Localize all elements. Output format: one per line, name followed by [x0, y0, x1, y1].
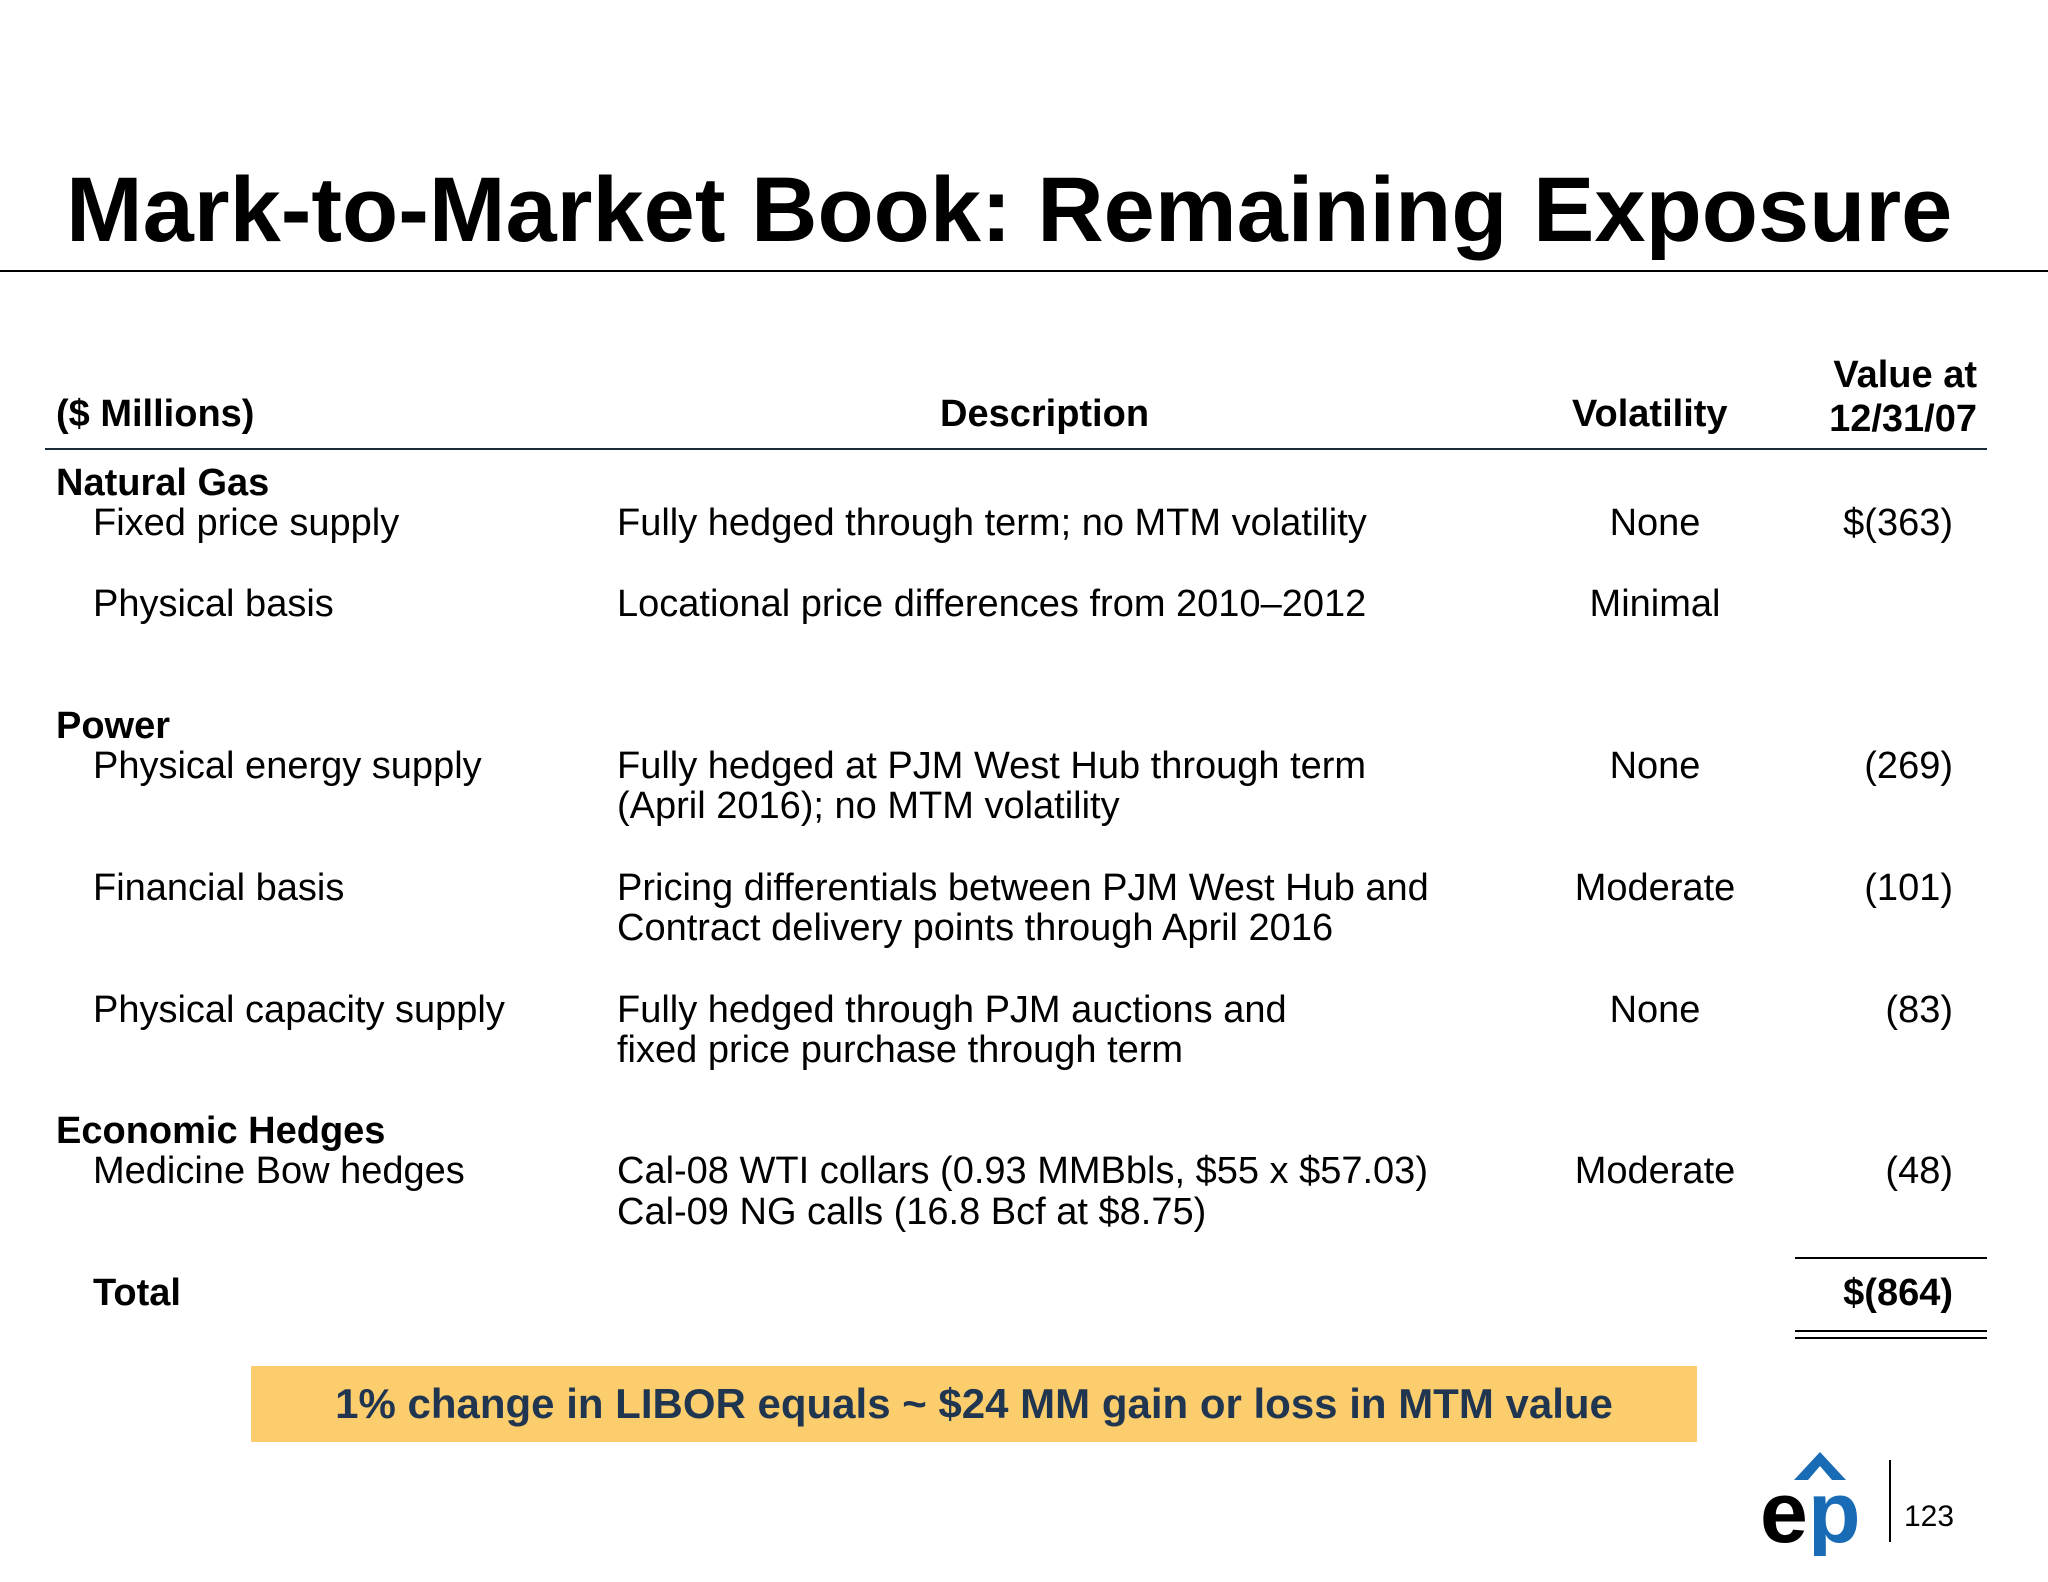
section-power: Power — [56, 705, 171, 747]
header-value-line1: Value at — [1833, 354, 1977, 396]
row-description: Pricing differentials between PJM West H… — [617, 867, 1429, 909]
row-item: Fixed price supply — [93, 502, 400, 544]
row-description-line2: fixed price purchase through term — [617, 1029, 1184, 1071]
row-description: Cal-08 WTI collars (0.93 MMBbls, $55 x $… — [617, 1150, 1428, 1192]
libor-callout: 1% change in LIBOR equals ~ $24 MM gain … — [251, 1366, 1697, 1442]
header-description: Description — [940, 393, 1150, 435]
ep-logo-icon: e p — [1760, 1452, 1861, 1561]
company-logo: e p — [1760, 1444, 1880, 1561]
header-value: Value at 12/31/07 — [1829, 353, 1977, 441]
total-value: $(864) — [1843, 1272, 1953, 1314]
logo-divider — [1889, 1460, 1891, 1542]
row-volatility: Moderate — [1574, 867, 1736, 909]
page-title: Mark-to-Market Book: Remaining Exposure — [66, 159, 1953, 261]
row-description: Fully hedged at PJM West Hub through ter… — [617, 745, 1367, 787]
row-description: Fully hedged through term; no MTM volati… — [617, 502, 1367, 544]
svg-text:p: p — [1808, 1465, 1861, 1556]
row-item: Physical basis — [93, 583, 334, 625]
row-value: (269) — [1864, 745, 1953, 787]
header-rule — [45, 448, 1987, 450]
row-item: Physical capacity supply — [93, 989, 505, 1031]
row-volatility: None — [1609, 745, 1701, 787]
row-volatility: Minimal — [1589, 583, 1721, 625]
total-top-rule — [1795, 1257, 1987, 1259]
row-volatility: None — [1609, 502, 1701, 544]
total-label: Total — [93, 1272, 181, 1314]
row-item: Financial basis — [93, 867, 345, 909]
title-rule — [0, 270, 2048, 272]
row-volatility: Moderate — [1574, 1150, 1736, 1192]
header-volatility: Volatility — [1572, 393, 1728, 435]
row-item: Medicine Bow hedges — [93, 1150, 465, 1192]
row-value: (101) — [1864, 867, 1953, 909]
header-value-line2: 12/31/07 — [1829, 398, 1977, 440]
row-description: Locational price differences from 2010–2… — [617, 583, 1367, 625]
row-description-line2: Cal-09 NG calls (16.8 Bcf at $8.75) — [617, 1191, 1207, 1233]
header-units: ($ Millions) — [56, 393, 255, 435]
row-volatility: None — [1609, 989, 1701, 1031]
page-number: 123 — [1904, 1500, 1955, 1533]
row-value: (48) — [1885, 1150, 1953, 1192]
row-description-line2: Contract delivery points through April 2… — [617, 907, 1334, 949]
total-double-rule-top — [1795, 1330, 1987, 1332]
section-natural-gas: Natural Gas — [56, 462, 270, 504]
row-item: Physical energy supply — [93, 745, 482, 787]
row-description: Fully hedged through PJM auctions and — [617, 989, 1287, 1031]
svg-text:e: e — [1760, 1465, 1808, 1556]
section-economic-hedges: Economic Hedges — [56, 1110, 386, 1152]
row-value: (83) — [1885, 989, 1953, 1031]
libor-callout-text: 1% change in LIBOR equals ~ $24 MM gain … — [335, 1380, 1613, 1427]
total-double-rule-bottom — [1795, 1337, 1987, 1339]
row-description-line2: (April 2016); no MTM volatility — [617, 785, 1120, 827]
row-value: $(363) — [1843, 502, 1953, 544]
